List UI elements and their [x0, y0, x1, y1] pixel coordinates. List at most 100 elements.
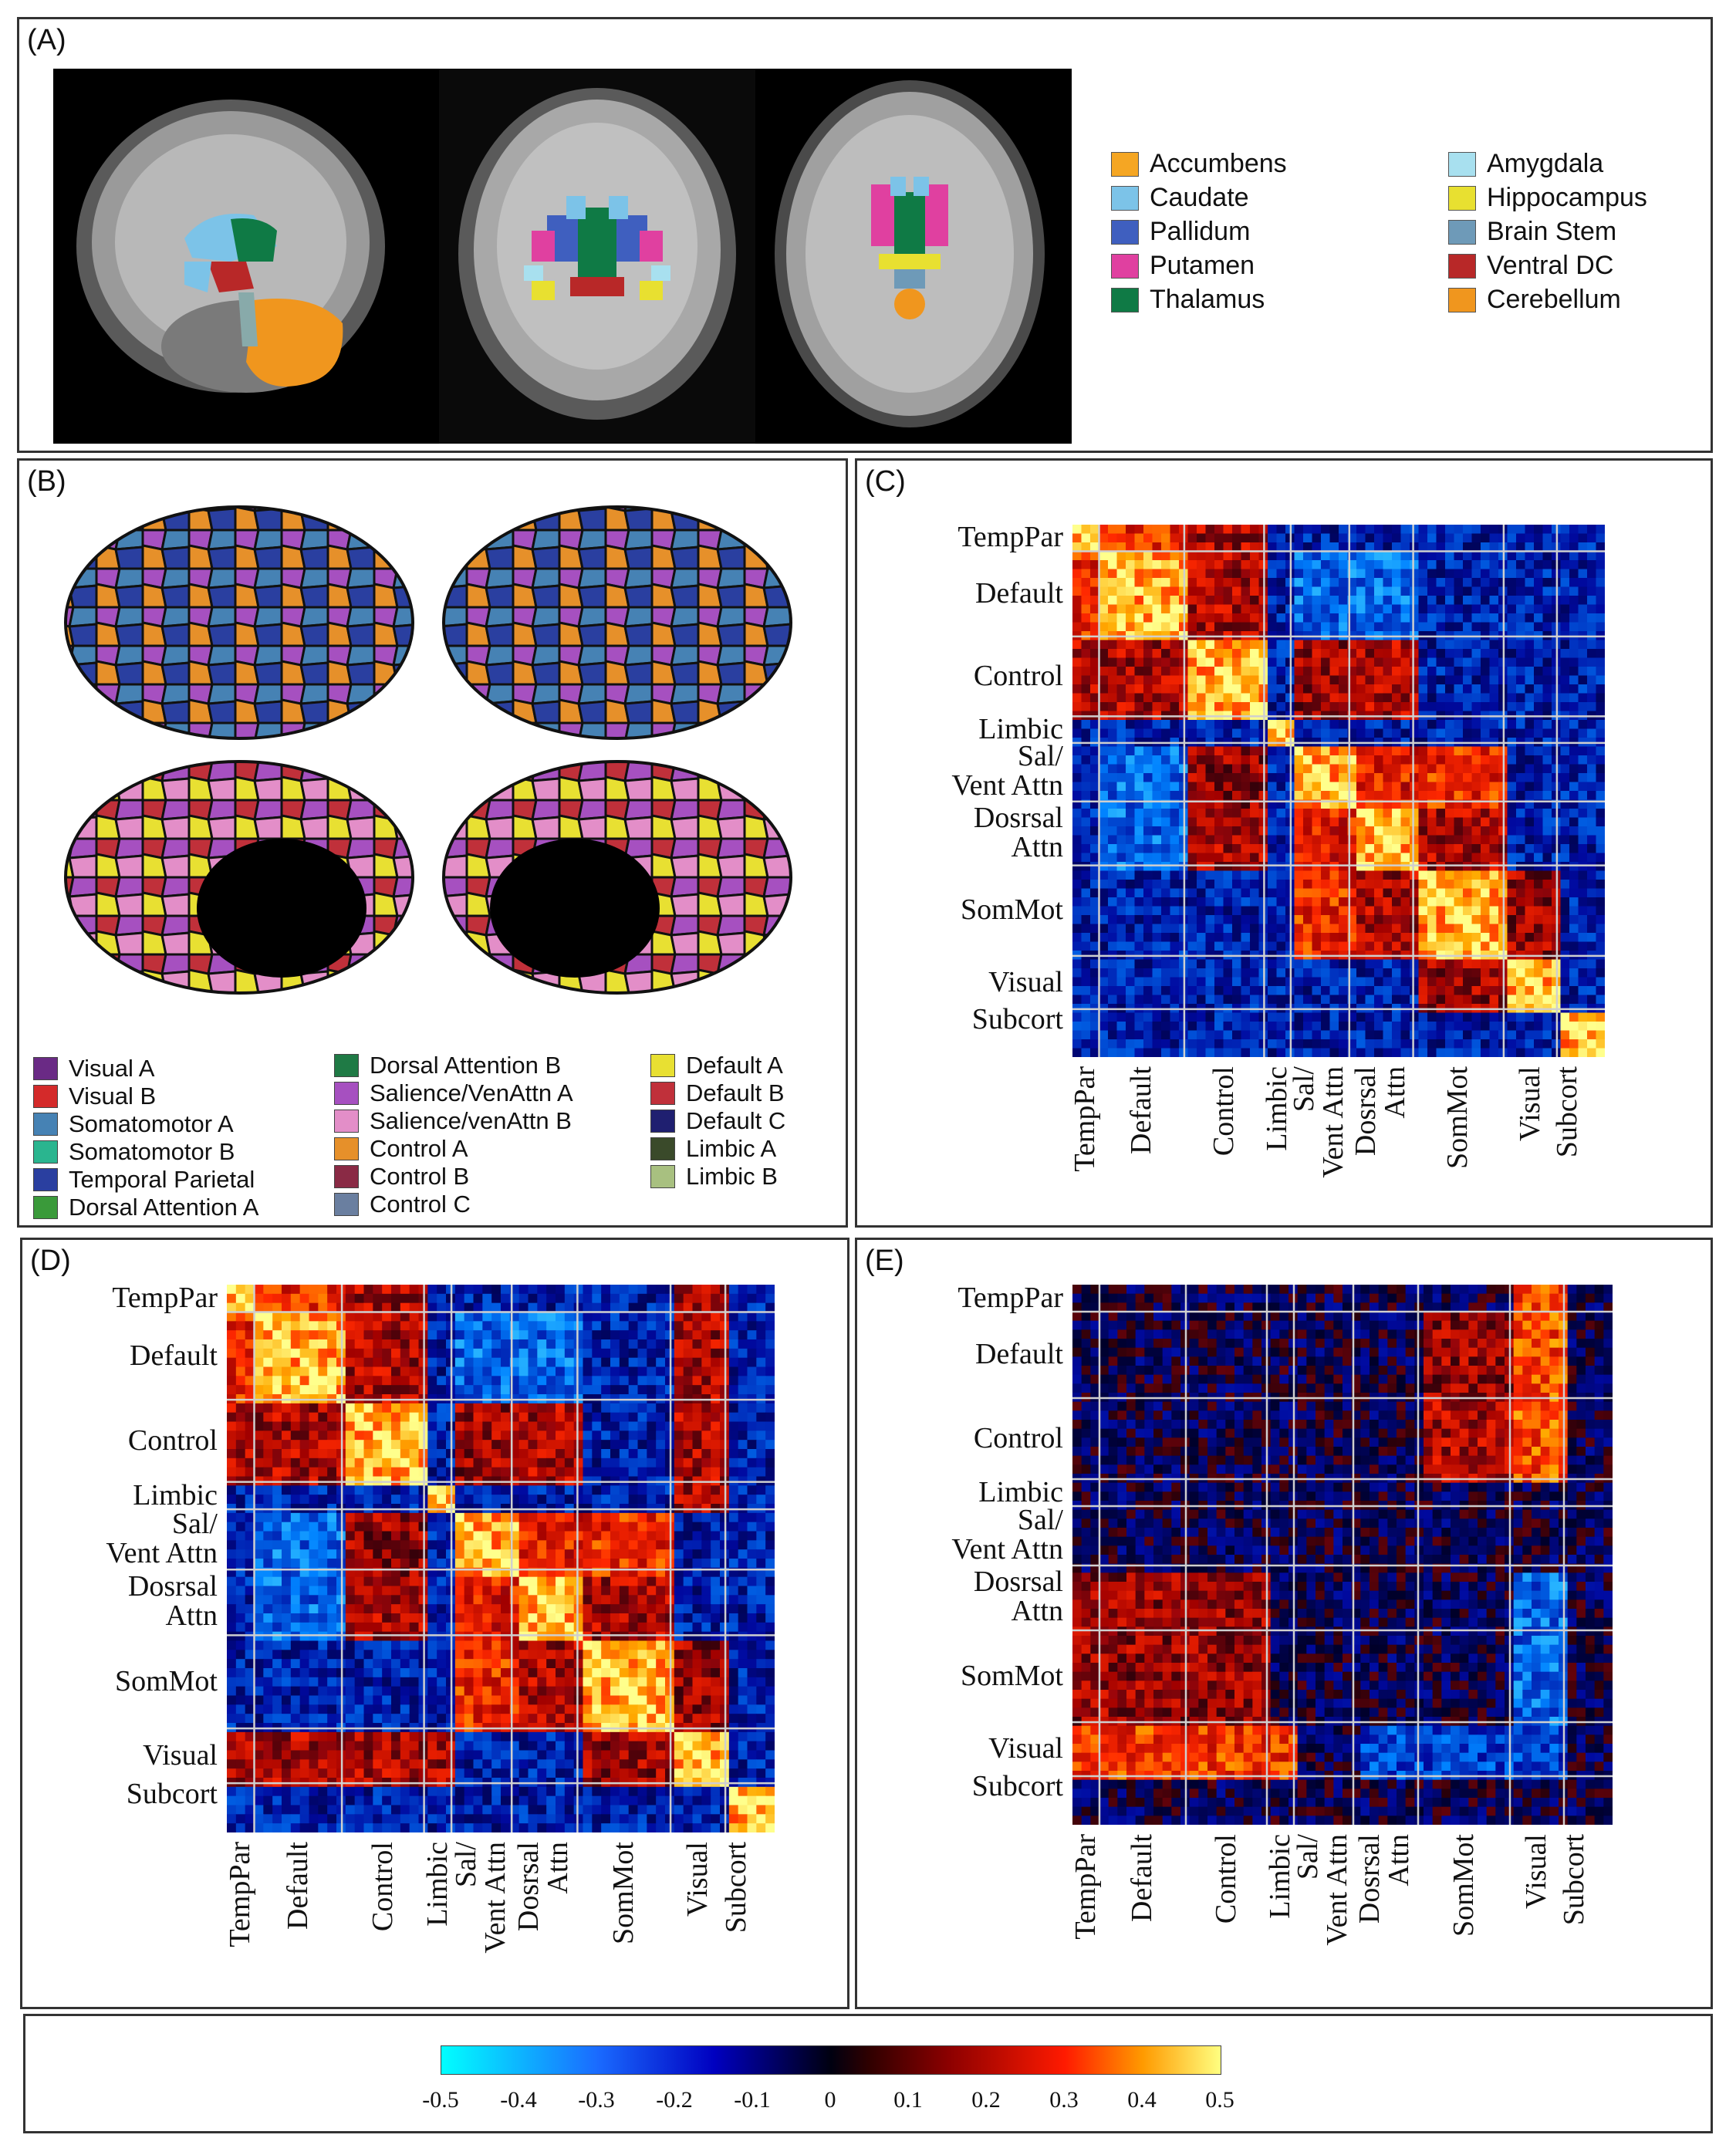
matrix-cell [1276, 675, 1286, 685]
matrix-cell [1542, 862, 1552, 872]
matrix-cell [1374, 773, 1384, 783]
matrix-cell [1596, 986, 1605, 996]
matrix-cell [1099, 1022, 1109, 1032]
matrix-cell [1197, 853, 1207, 863]
matrix-cell [1312, 862, 1322, 872]
matrix-cell [1569, 640, 1579, 650]
matrix-cell [254, 1321, 264, 1331]
matrix-cell [1525, 1030, 1535, 1040]
matrix-cell [656, 1403, 666, 1414]
matrix-cell [1329, 1012, 1339, 1022]
matrix-cell [1427, 835, 1437, 845]
matrix-cell [1534, 613, 1544, 623]
panel-c-label: (C) [865, 465, 906, 498]
matrix-cell [1090, 817, 1100, 827]
matrix-cell [756, 1440, 766, 1450]
matrix-cell [1187, 1039, 1197, 1049]
matrix-cell [1241, 897, 1251, 907]
matrix-cell [1134, 959, 1144, 969]
matrix-cell [1232, 1039, 1242, 1049]
matrix-cell [1542, 533, 1552, 543]
matrix-cell [1294, 622, 1304, 632]
matrix-cell [1205, 1022, 1215, 1032]
matrix-cell [692, 1293, 702, 1304]
matrix-cell [1454, 596, 1464, 606]
matrix-cell [1578, 675, 1588, 685]
matrix-cell [1170, 782, 1180, 792]
matrix-cell [1214, 586, 1224, 596]
matrix-cell [1072, 1030, 1082, 1040]
matrix-cell [1507, 1022, 1517, 1032]
matrix-cell [619, 1403, 630, 1414]
matrix-cell [235, 1348, 246, 1359]
matrix-cell [1116, 746, 1126, 756]
matrix-cell [573, 1330, 584, 1340]
matrix-cell [254, 1403, 264, 1414]
matrix-cell [1250, 791, 1260, 801]
matrix-cell [1534, 649, 1544, 659]
matrix-cell [1214, 880, 1224, 890]
matrix-cell [227, 1385, 237, 1395]
matrix-cell [373, 1467, 383, 1478]
matrix-cell [1143, 1022, 1153, 1032]
matrix-cell [546, 1339, 556, 1349]
matrix-cell [363, 1321, 373, 1331]
matrix-cell [1560, 702, 1570, 712]
matrix-cell [391, 1312, 401, 1322]
matrix-cell [1241, 684, 1251, 694]
matrix-cell [1116, 604, 1126, 614]
matrix-cell [1232, 746, 1242, 756]
matrix-cell [1108, 995, 1118, 1005]
matrix-cell [1507, 613, 1517, 623]
matrix-cell [1329, 755, 1339, 765]
matrix-cell [1321, 870, 1331, 880]
matrix-cell [738, 1339, 748, 1349]
matrix-cell [1339, 782, 1349, 792]
matrix-cell [1578, 746, 1588, 756]
matrix-cell [1187, 817, 1197, 827]
matrix-cell [518, 1285, 529, 1295]
matrix-cell [711, 1339, 721, 1349]
matrix-cell [647, 1339, 657, 1349]
matrix-cell [1445, 560, 1455, 570]
matrix-cell [1427, 604, 1437, 614]
matrix-cell [674, 1339, 684, 1349]
matrix-cell [1134, 782, 1144, 792]
matrix-cell [1454, 968, 1464, 978]
matrix-cell [573, 1285, 584, 1295]
matrix-cell [619, 1467, 630, 1478]
matrix-cell [1303, 1022, 1313, 1032]
matrix-cell [1116, 915, 1126, 925]
legend-label: Limbic A [686, 1135, 777, 1162]
matrix-cell [437, 1421, 447, 1431]
matrix-cell [1507, 915, 1517, 925]
matrix-cell [537, 1385, 547, 1395]
matrix-cell [1312, 817, 1322, 827]
matrix-cell [1161, 693, 1171, 703]
matrix-cell [363, 1348, 373, 1359]
default-c-swatch [650, 1110, 675, 1133]
matrix-cell [1329, 640, 1339, 650]
matrix-cell [290, 1412, 301, 1423]
matrix-cell [1090, 906, 1100, 916]
matrix-cell [1374, 933, 1384, 943]
matrix-cell [1356, 1012, 1366, 1022]
matrix-cell [1481, 622, 1491, 632]
matrix-cell [409, 1293, 420, 1304]
matrix-cell [1489, 596, 1499, 606]
matrix-cell [1321, 533, 1331, 543]
matrix-cell [1197, 968, 1207, 978]
matrix-cell [1090, 986, 1100, 996]
matrix-cell [1587, 622, 1597, 632]
matrix-cell [674, 1449, 684, 1459]
matrix-cell [391, 1357, 401, 1368]
matrix-cell [1507, 862, 1517, 872]
matrix-cell [290, 1339, 301, 1349]
matrix-cell [1596, 604, 1605, 614]
matrix-cell [1596, 533, 1605, 543]
matrix-cell [1471, 525, 1481, 535]
matrix-cell [1525, 667, 1535, 677]
matrix-cell [1365, 746, 1375, 756]
matrix-cell [1312, 657, 1322, 667]
matrix-cell [473, 1293, 483, 1304]
